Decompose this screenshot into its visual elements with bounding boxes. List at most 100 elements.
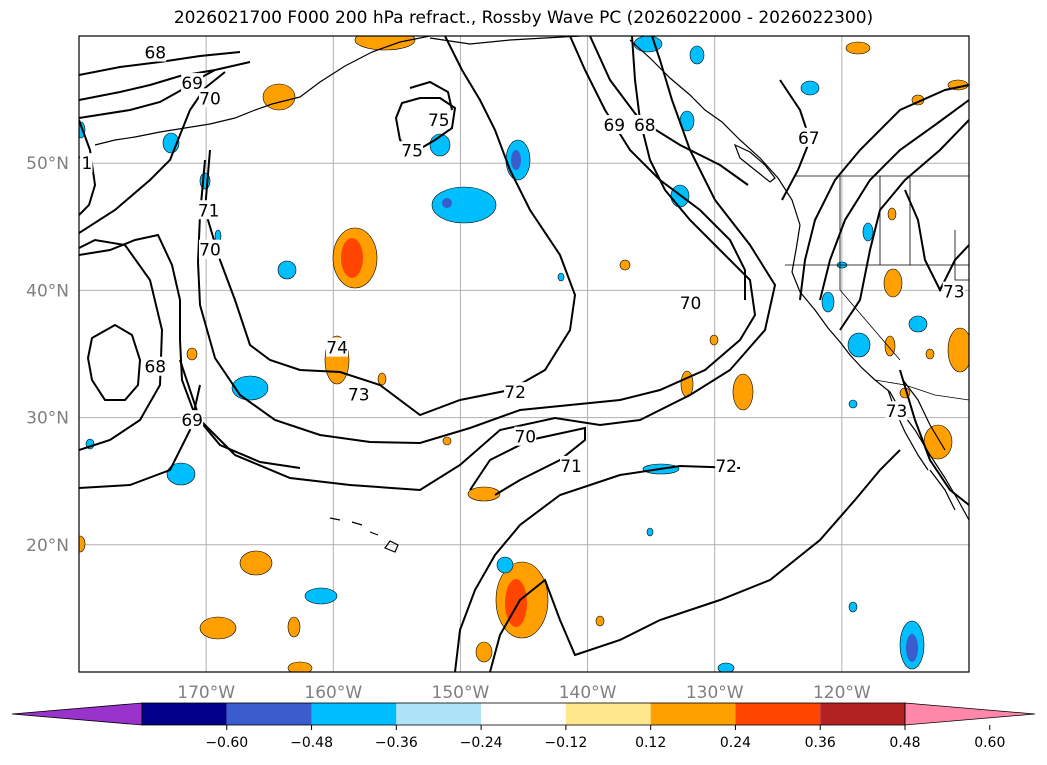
latitude-tick-label: 50°N [26,154,69,174]
positive-anomaly-core [341,238,363,278]
colorbar-tick-label: 0.60 [974,735,1005,751]
longitude-tick-label: 140°W [559,683,617,703]
positive-anomaly [887,207,897,221]
contour-label: 70 [199,241,221,261]
longitude-tick-label: 130°W [686,683,744,703]
contour-label: 72 [715,457,737,477]
contour-label-halo [181,410,204,430]
negative-anomaly [166,462,196,486]
contour-label: 75 [401,141,423,161]
contour-69-nw [79,61,251,101]
colorbar-segment [311,703,397,725]
negative-anomaly-core [511,150,521,170]
positive-anomaly [947,327,969,373]
positive-anomaly [732,373,754,411]
negative-anomaly [231,375,269,401]
contour-label: 69 [603,116,625,136]
negative-anomaly [431,186,497,224]
contour-label-halo [144,42,167,62]
contour-label: 72 [504,383,526,403]
contour-label-halo [514,426,537,446]
contour-label-halo [797,127,820,147]
hawaii-islands [329,517,399,553]
contour-68-west-low [86,323,142,401]
positive-anomaly [709,334,719,346]
negative-anomaly [689,45,705,65]
colorbar-segment [226,703,312,725]
colorbar-segment [735,703,821,725]
negative-anomaly-core [906,634,918,662]
positive-anomaly [79,535,86,553]
negative-anomaly [646,527,654,537]
contour-label-halo [326,337,349,357]
negative-anomaly [800,80,820,96]
contour-label-halo [144,356,167,376]
positive-anomaly [467,486,501,502]
latitude-tick-label: 30°N [26,409,69,429]
contour-label-halo [603,115,626,135]
us-mexico-border [874,379,969,401]
longitude-tick-label: 160°W [304,683,362,703]
positive-anomaly [287,661,313,672]
contour-73-east [904,189,969,293]
contour-71-south [454,464,741,672]
longitude-tick-label: 150°W [432,683,490,703]
colorbar-segment [481,703,566,725]
colorbar: −0.60 −0.48 −0.36 −0.24 −0.12 0.12 0.24 0.36 0.4… [11,702,1036,751]
contour-70-east [799,84,969,301]
contour-69-west-low [79,238,164,451]
contour-label: 68 [144,44,166,64]
positive-anomaly [186,347,198,361]
colorbar-tick-label: −0.60 [205,735,248,751]
positive-anomaly [925,348,935,360]
contour-label: 70 [680,294,702,314]
contour-label-halo [401,140,424,160]
alaska-peninsula-coast [299,36,431,98]
gulf-of-california [902,379,946,451]
contour-72-east [839,119,969,331]
contour-75-high [394,97,457,152]
contour-label-halo [427,109,450,129]
us-west-coast [791,224,969,521]
contour-label: 71 [560,457,582,477]
negative-anomaly [277,260,297,280]
positive-anomaly [287,616,301,638]
negative-anomaly [848,399,858,409]
positive-anomaly [239,550,273,576]
contour-75-inner [409,80,453,111]
colorbar-outline [141,702,906,726]
contour-label-halo [885,401,908,421]
contour-72-main [179,36,777,492]
positive-anomaly [199,616,237,640]
contour-68-east [589,36,749,186]
contour-label: 69 [181,74,203,94]
negative-anomaly [847,332,871,358]
colorbar-tick-label: 0.48 [889,735,920,751]
mexico-coast [929,469,956,511]
colorbar-tick-label: −0.24 [460,735,503,751]
anomaly-shading [79,36,969,672]
contour-label-halo [942,281,965,301]
refractivity-contours [79,36,969,672]
contour-label: 73 [943,283,965,303]
contour-72-south [489,449,901,672]
negative-anomaly [821,291,835,313]
colorbar-tick-label: 0.24 [720,735,751,751]
colorbar-tick-label: −0.12 [544,735,587,751]
contour-71-east [819,99,969,301]
colorbar-extend-high [904,702,1036,726]
contour-label-halo [198,239,221,259]
positive-anomaly [354,36,416,51]
contour-label: 73 [886,402,908,422]
latitude-tick-label: 40°N [26,281,69,301]
contour-label: 74 [326,339,348,359]
contour-label-halo [715,455,738,475]
negative-anomaly [908,315,928,333]
contour-68-nw [79,51,241,76]
longitude-tick-label: 170°W [177,683,235,703]
colorbar-tick-label: −0.36 [375,735,418,751]
contour-69-east [569,36,746,300]
